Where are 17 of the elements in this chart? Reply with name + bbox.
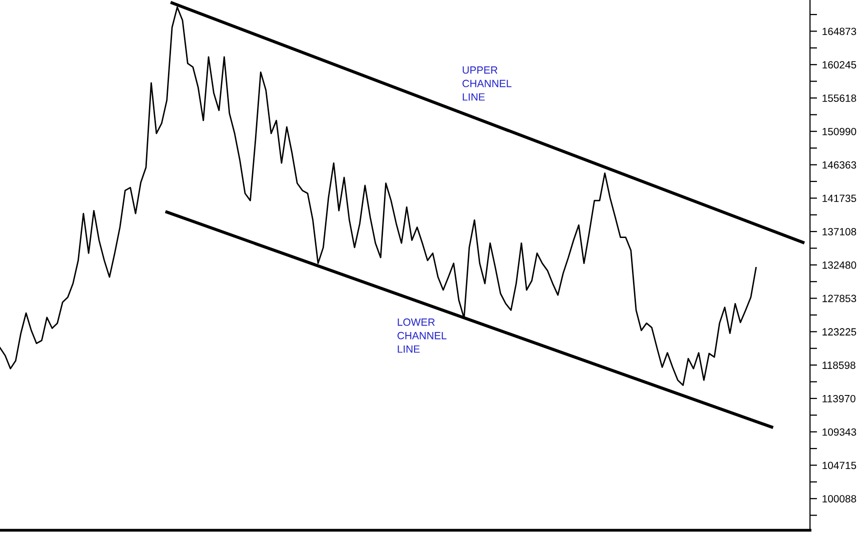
y-tick-label: 113970 — [822, 394, 856, 402]
y-tick-label: 160245 — [822, 61, 856, 68]
y-tick-label: 100088 — [822, 495, 856, 502]
y-tick-label: 155618 — [822, 94, 856, 102]
annotation: LOWER CHANNEL LINE — [398, 318, 446, 353]
y-tick-label: 127853 — [822, 294, 856, 302]
y-tick-label: 137108 — [822, 228, 856, 236]
y-tick-label: 150990 — [822, 128, 856, 136]
y-tick-label: 118598 — [822, 362, 856, 369]
y-tick-label: 141735 — [822, 194, 856, 202]
y-tick-label: 146363 — [822, 161, 856, 169]
y-tick-label: 123225 — [822, 328, 856, 336]
y-tick-label: 132480 — [822, 261, 856, 269]
y-tick-label: 164873 — [822, 28, 856, 36]
y-tick-label: 109343 — [822, 428, 856, 436]
annotation: UPPER CHANNEL LINE — [462, 66, 512, 101]
y-tick-label: 104715 — [822, 462, 856, 470]
